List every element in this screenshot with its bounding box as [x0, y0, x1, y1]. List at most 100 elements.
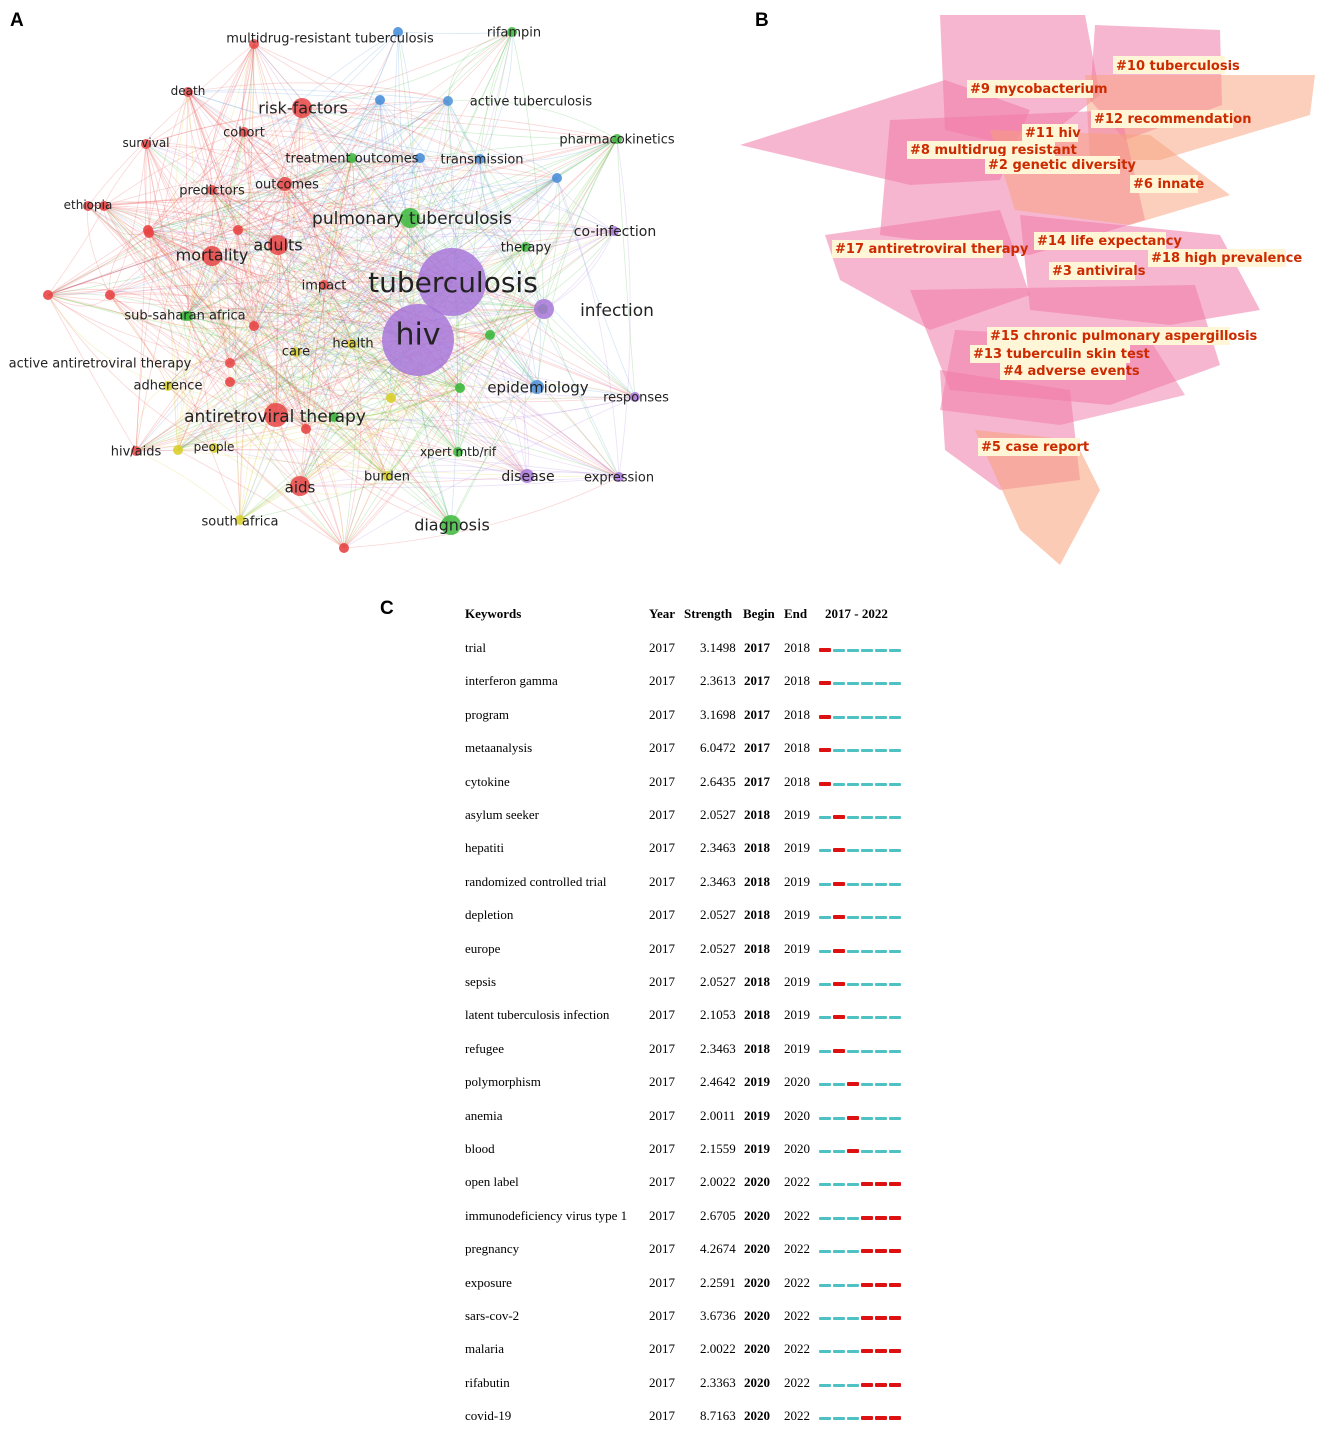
network-edge	[177, 449, 620, 478]
network-node	[453, 447, 463, 457]
network-edge	[239, 284, 325, 521]
network-edge	[243, 131, 528, 477]
end-cell: 2018	[784, 706, 810, 722]
network-edge	[145, 143, 459, 453]
network-edge	[47, 294, 169, 387]
network-edge	[248, 43, 255, 327]
network-edge	[447, 100, 544, 310]
strength-cell: 2.3463	[700, 840, 736, 856]
burst-row: asylum seeker 2017 2.0527 2018 2019	[462, 807, 922, 840]
network-edge	[145, 143, 636, 398]
timeline-segment	[875, 1416, 887, 1421]
network-edge	[147, 157, 353, 231]
network-edge	[333, 416, 620, 478]
timeline-segment	[847, 1216, 859, 1220]
network-edge	[147, 229, 241, 521]
network-edge	[148, 43, 255, 234]
timeline-segment	[861, 782, 873, 786]
network-edge	[103, 205, 452, 526]
panel-a-letter: A	[10, 10, 24, 31]
keyword-cell: europe	[465, 940, 501, 956]
timeline-segment	[833, 1216, 845, 1220]
network-edge	[295, 246, 527, 353]
network-node-label: mortality	[176, 246, 249, 265]
network-edge	[167, 360, 231, 387]
network-edge	[323, 284, 528, 477]
timeline-segment	[861, 682, 873, 686]
keyword-cell: trial	[465, 640, 486, 655]
network-edge	[147, 229, 353, 345]
network-edge	[351, 217, 411, 345]
timeline-segment	[833, 948, 845, 953]
network-edge	[524, 308, 544, 477]
network-edge	[187, 43, 255, 317]
network-edge	[301, 90, 449, 109]
network-edge	[479, 153, 558, 179]
network-edge	[103, 205, 231, 383]
cluster-label: #12 recommendation	[1094, 112, 1251, 127]
timeline-segment	[847, 1082, 859, 1087]
cluster-map: #10 tuberculosis #9 mycobacterium #12 re…	[740, 15, 1315, 565]
cluster-label: #11 hiv	[1025, 126, 1081, 141]
network-edge	[87, 205, 277, 416]
timeline-segment	[889, 782, 901, 786]
keyword-cell: blood	[465, 1141, 495, 1156]
network-edge	[177, 325, 255, 451]
network-edge	[229, 381, 636, 399]
network-node	[173, 445, 183, 455]
keyword-network: tuberculosis hiv pulmonary tuberculosis ant…	[9, 26, 675, 553]
network-edge	[243, 131, 558, 179]
keyword-cell: cytokine	[465, 773, 510, 789]
network-edge	[229, 158, 481, 364]
network-edge	[616, 138, 636, 398]
network-edge	[211, 31, 399, 191]
network-edge	[239, 107, 303, 521]
network-edge	[419, 157, 538, 388]
network-edge	[47, 99, 381, 296]
timeline-segment	[847, 1417, 859, 1421]
network-edge	[177, 449, 345, 549]
begin-cell: 2020	[744, 1408, 770, 1424]
network-edge	[305, 428, 452, 526]
network-node	[268, 235, 288, 255]
burst-row: cytokine 2017 2.6435 2017 2018	[462, 774, 922, 807]
timeline-segment	[889, 682, 901, 686]
year-cell: 2017	[649, 1241, 675, 1257]
network-node	[43, 290, 53, 300]
timeline-segment	[833, 815, 845, 819]
cluster-label: #17 antiretroviral therapy	[835, 242, 1029, 257]
network-edge	[148, 232, 335, 418]
burst-row: pregnancy 2017 4.2674 2020 2022	[462, 1241, 922, 1274]
keyword-cell: polymorphism	[465, 1074, 541, 1090]
network-edge	[187, 91, 528, 477]
timeline-segment	[875, 1083, 887, 1087]
timeline-segment	[819, 849, 831, 853]
strength-cell: 2.6435	[700, 773, 736, 789]
network-edge	[135, 308, 544, 452]
network-edge	[148, 131, 245, 234]
timeline-segment	[889, 749, 901, 753]
network-edge	[184, 315, 461, 389]
timeline-segment	[875, 1182, 887, 1187]
network-edge	[284, 183, 307, 430]
timeline-segment	[875, 715, 887, 719]
keyword-cell: hepatiti	[465, 840, 504, 856]
network-edge	[457, 138, 618, 453]
network-edge	[147, 229, 615, 238]
network-edge	[211, 43, 255, 191]
timeline-segment	[875, 682, 887, 686]
network-edge	[103, 205, 150, 235]
network-edge	[147, 229, 528, 477]
network-edge	[301, 107, 481, 160]
network-node-label: diagnosis	[414, 516, 490, 535]
timeline-segment	[861, 1282, 873, 1287]
network-edge	[103, 205, 307, 430]
network-edge	[386, 138, 618, 477]
network-edge	[275, 217, 411, 416]
strength-cell: 2.0527	[700, 940, 736, 956]
network-node-label: health	[332, 337, 373, 352]
network-edge	[489, 230, 615, 336]
begin-cell: 2019	[744, 1107, 770, 1123]
network-edge	[305, 428, 345, 549]
network-edge	[299, 397, 392, 487]
